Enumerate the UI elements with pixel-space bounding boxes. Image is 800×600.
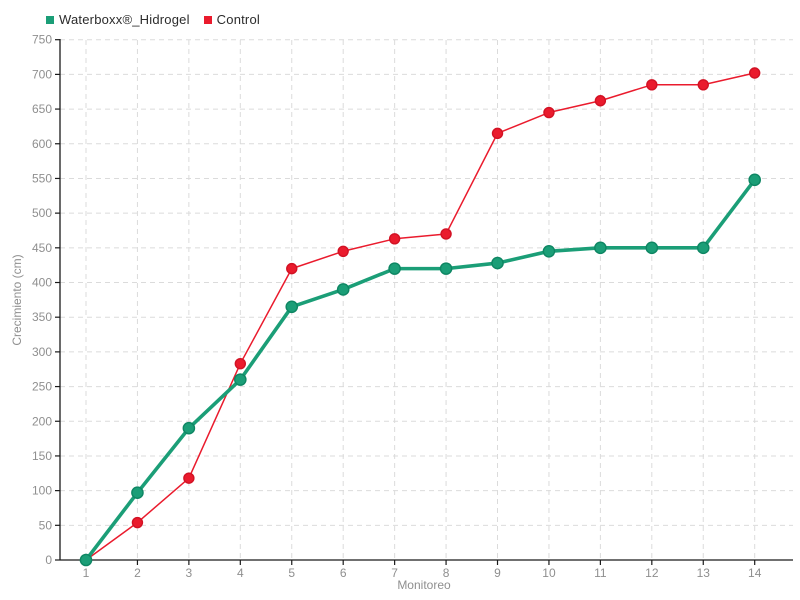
data-point-control xyxy=(697,79,709,91)
y-tick-label: 400 xyxy=(32,276,52,290)
y-tick-label: 50 xyxy=(39,518,53,532)
y-tick-label: 550 xyxy=(32,171,52,185)
x-tick-label: 5 xyxy=(288,566,295,580)
data-point-control xyxy=(594,95,607,107)
data-point-waterboxx-hidrogel xyxy=(131,486,144,500)
data-point-control xyxy=(646,79,658,91)
gridlines xyxy=(60,39,793,560)
data-point-control xyxy=(337,245,349,257)
data-point-control xyxy=(749,67,761,79)
data-point-waterboxx-hidrogel xyxy=(234,373,247,386)
y-tick-label: 600 xyxy=(32,137,52,151)
data-point-waterboxx-hidrogel xyxy=(336,283,350,296)
y-tick-label: 700 xyxy=(32,67,52,81)
x-tick-label: 1 xyxy=(83,566,90,580)
tick-labels: 0 50 100 150 200 250 300 350 400 450 500 550 600 650 7… xyxy=(32,33,762,580)
y-tick-label: 0 xyxy=(45,553,52,567)
data-point-waterboxx-hidrogel xyxy=(594,241,607,255)
data-point-control xyxy=(491,127,504,140)
y-tick-label: 150 xyxy=(32,449,52,463)
x-tick-label: 3 xyxy=(186,566,193,580)
y-axis-title: Crecimiento (cm) xyxy=(10,254,24,345)
y-tick-label: 300 xyxy=(32,345,52,359)
legend-label-waterboxx: Waterboxx®_Hidrogel xyxy=(59,12,190,27)
series-line-waterboxx-hidrogel xyxy=(84,178,757,562)
data-point-control xyxy=(388,233,401,245)
data-point-control xyxy=(543,106,555,119)
legend-swatch-waterboxx-icon xyxy=(46,15,54,24)
data-point-control xyxy=(286,262,298,275)
x-tick-label: 11 xyxy=(594,566,607,580)
x-tick-label: 7 xyxy=(391,566,398,580)
x-tick-label: 12 xyxy=(645,566,659,580)
y-tick-label: 250 xyxy=(32,380,52,394)
x-tick-label: 9 xyxy=(494,566,501,580)
data-point-waterboxx-hidrogel xyxy=(645,241,659,255)
legend: Waterboxx®_Hidrogel Control xyxy=(46,12,260,27)
data-point-control xyxy=(440,228,452,240)
data-point-waterboxx-hidrogel xyxy=(491,256,504,270)
legend-item-waterboxx[interactable]: Waterboxx®_Hidrogel xyxy=(46,12,190,27)
x-tick-label: 10 xyxy=(542,566,556,580)
data-point-waterboxx-hidrogel xyxy=(388,262,401,275)
data-point-control xyxy=(234,357,247,370)
data-point-waterboxx-hidrogel xyxy=(748,173,762,187)
x-tick-label: 6 xyxy=(340,566,347,580)
y-tick-label: 450 xyxy=(32,241,52,255)
data-point-waterboxx-hidrogel xyxy=(542,244,556,258)
y-tick-label: 500 xyxy=(32,206,52,220)
x-axis-title: Monitoreo xyxy=(397,578,451,592)
x-tick-label: 14 xyxy=(748,566,762,580)
data-point-control xyxy=(131,516,144,529)
x-tick-label: 13 xyxy=(697,566,711,580)
data-point-waterboxx-hidrogel xyxy=(696,241,710,255)
data-point-waterboxx-hidrogel xyxy=(182,421,196,435)
y-tick-label: 750 xyxy=(32,33,52,47)
y-tick-label: 350 xyxy=(32,310,52,324)
legend-item-control[interactable]: Control xyxy=(203,12,260,27)
x-tick-label: 8 xyxy=(443,566,450,580)
data-point-waterboxx-hidrogel xyxy=(439,262,453,275)
y-tick-label: 650 xyxy=(32,102,52,116)
data-point-control xyxy=(183,472,195,484)
series-line-control xyxy=(85,72,756,561)
axes xyxy=(55,39,793,565)
data-point-waterboxx-hidrogel xyxy=(285,300,299,314)
y-tick-label: 200 xyxy=(32,414,52,428)
legend-label-control: Control xyxy=(216,12,260,27)
x-tick-label: 4 xyxy=(237,566,244,580)
x-tick-label: 2 xyxy=(134,566,141,580)
data-point-waterboxx-hidrogel xyxy=(79,553,93,567)
legend-swatch-control-icon xyxy=(203,15,212,24)
data-series xyxy=(79,67,762,567)
y-tick-label: 100 xyxy=(32,484,52,498)
